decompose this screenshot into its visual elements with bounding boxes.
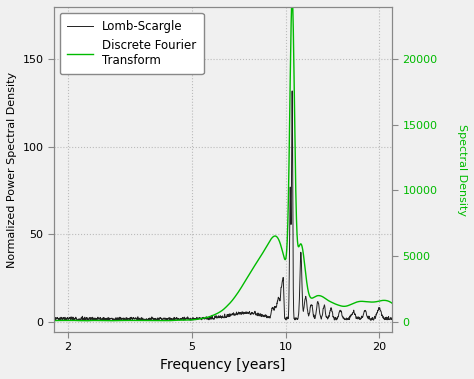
Legend: Lomb-Scargle, Discrete Fourier
Transform: Lomb-Scargle, Discrete Fourier Transform xyxy=(60,13,204,74)
Y-axis label: Spectral Density: Spectral Density xyxy=(457,124,467,216)
X-axis label: Frequency [years]: Frequency [years] xyxy=(160,358,286,372)
Y-axis label: Normalized Power Spectral Density: Normalized Power Spectral Density xyxy=(7,72,17,268)
